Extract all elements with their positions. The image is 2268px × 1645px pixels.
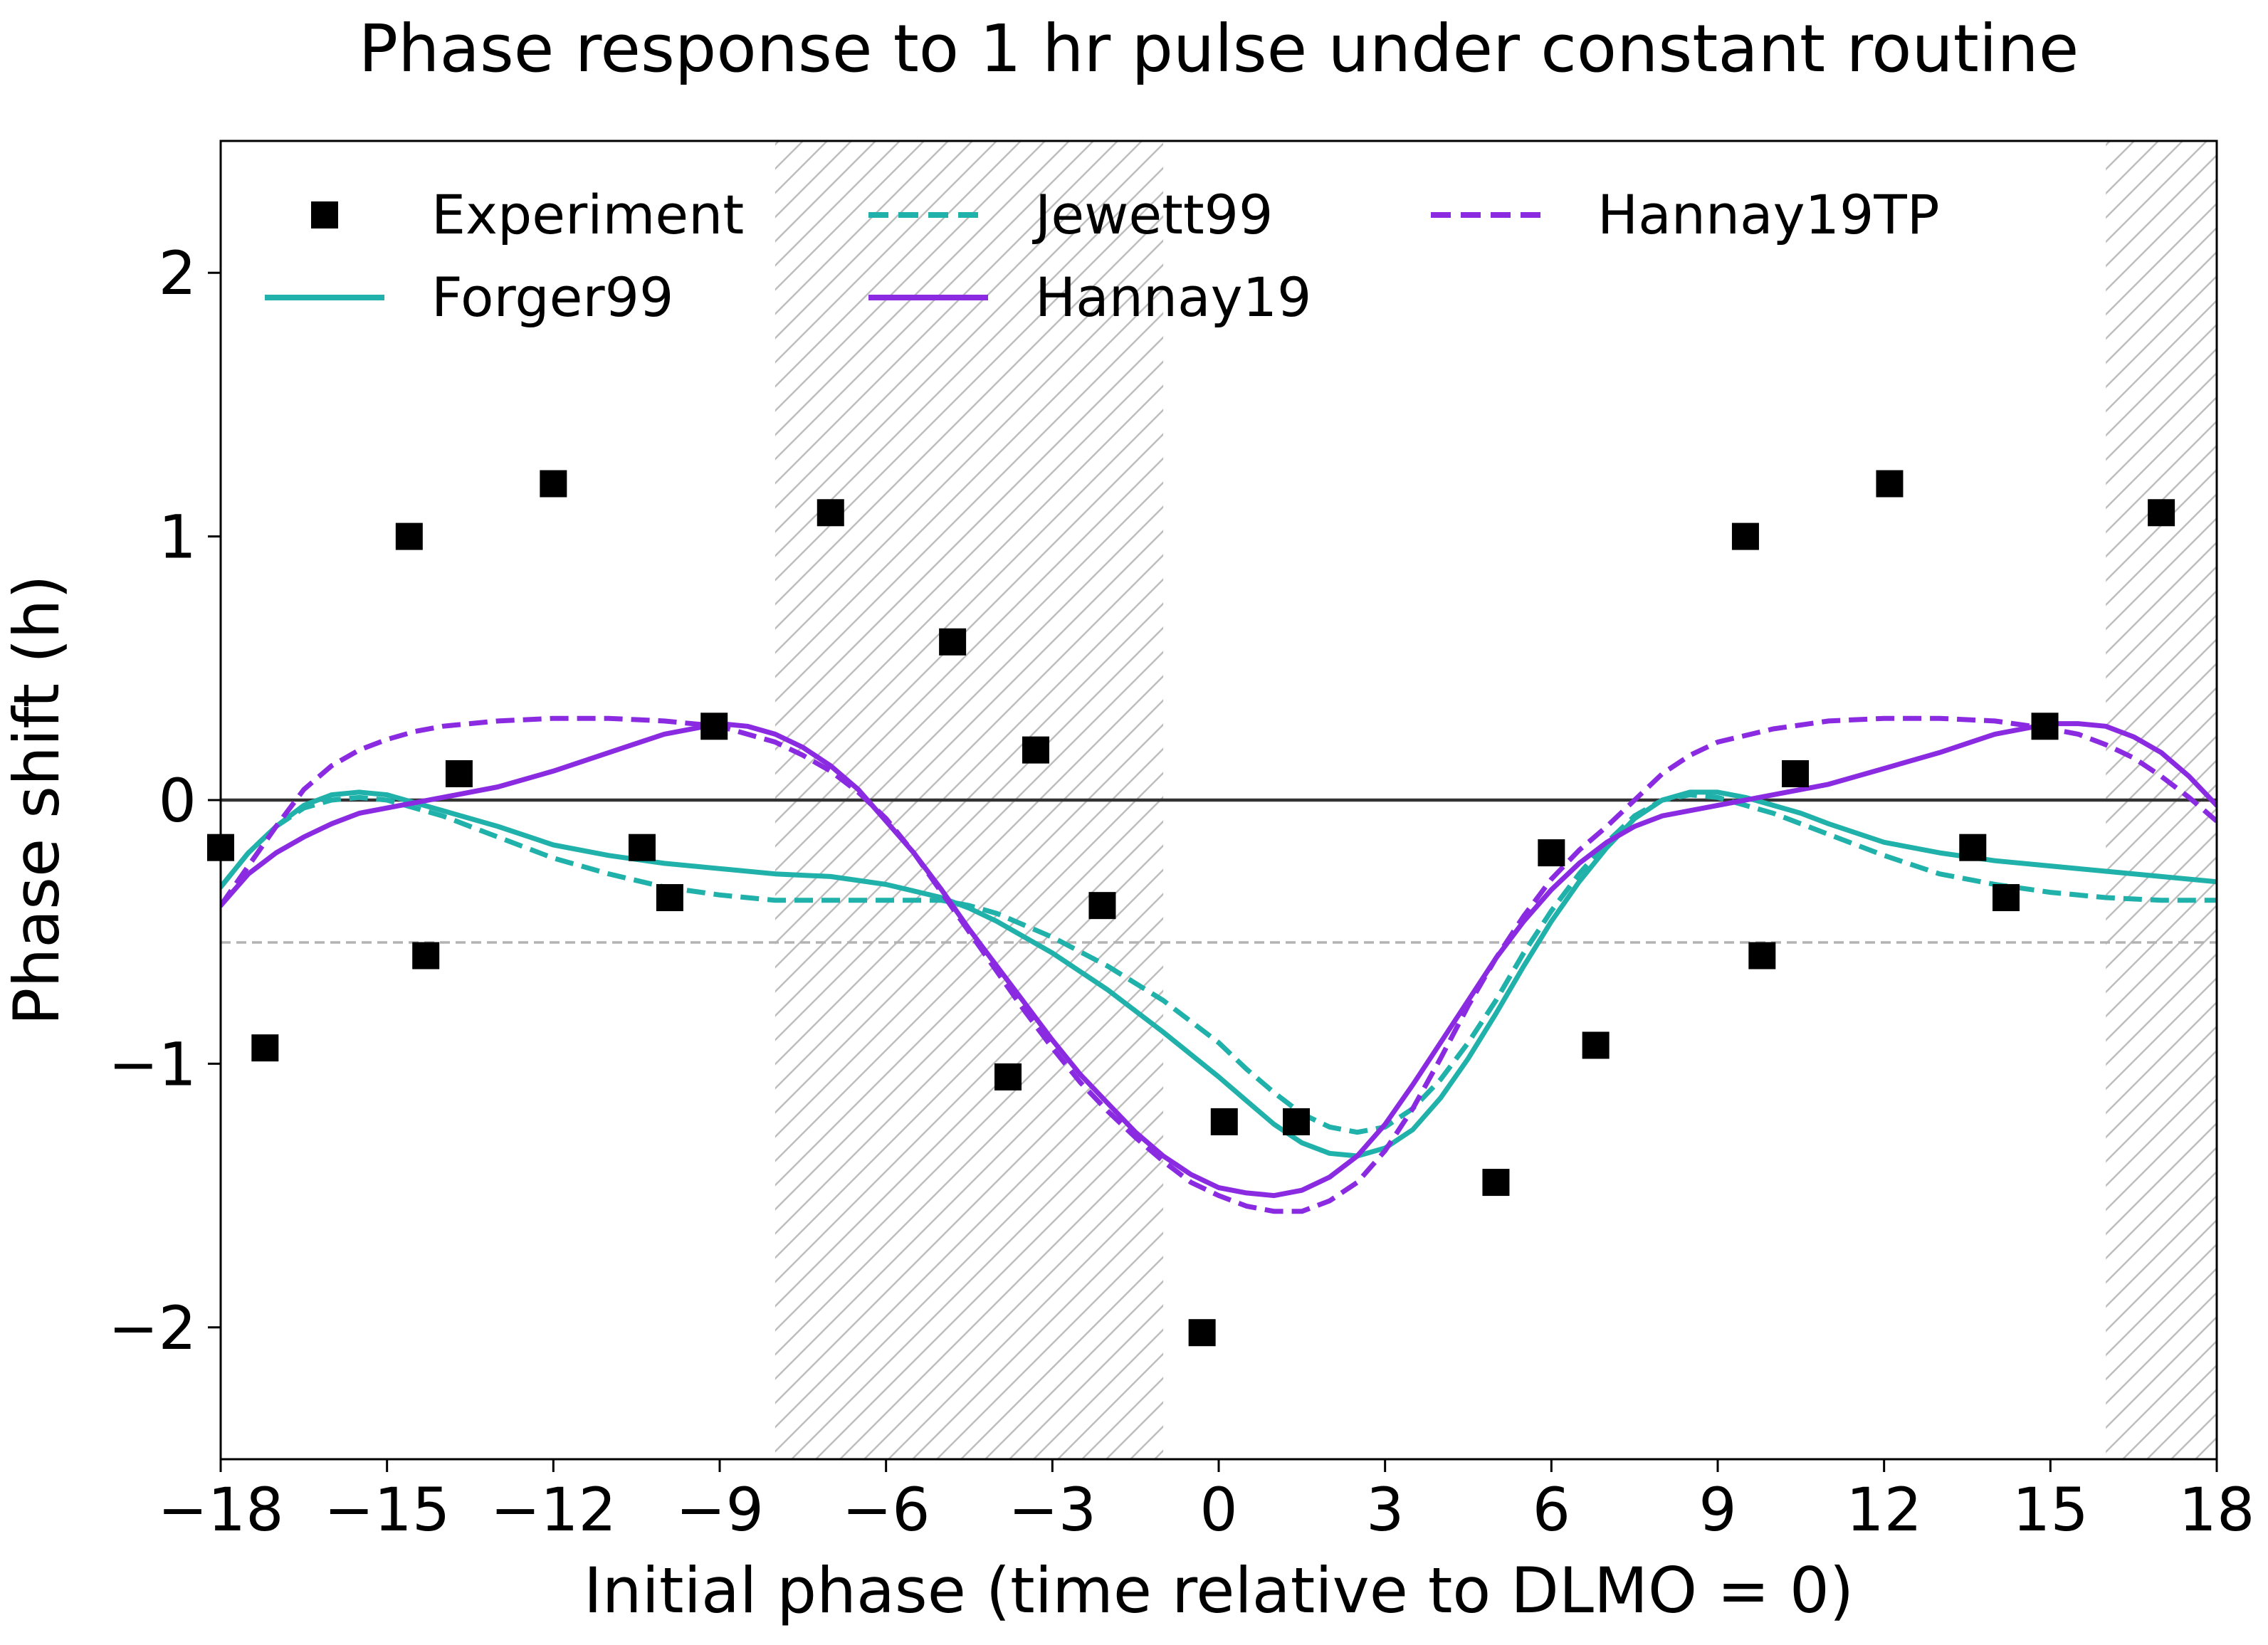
series-line-hannay19 — [221, 721, 2217, 1199]
experiment-point — [395, 522, 423, 550]
experiment-point — [1959, 834, 1987, 861]
experiment-point — [1283, 1108, 1311, 1135]
x-axis-ticks: −18 −15 −12 −9 −6 −3 0 3 6 9 12 15 18 — [157, 1459, 2254, 1545]
x-axis-label: Initial phase (time relative to DLMO = 0… — [584, 1554, 1854, 1627]
legend-item-hannay19tp: Hannay19TP — [1431, 183, 1940, 246]
experiment-point — [628, 834, 656, 861]
experiment-point — [1482, 1169, 1510, 1197]
y-tick-label: 0 — [159, 766, 196, 836]
experiment-point — [1993, 884, 2020, 912]
x-tick-label: 0 — [1199, 1475, 1237, 1545]
experiment-point — [1538, 839, 1565, 867]
experiment-point — [939, 628, 967, 656]
x-tick-label: 18 — [2179, 1475, 2255, 1545]
experiment-point — [2148, 499, 2175, 527]
experiment-point — [1088, 892, 1116, 920]
experiment-point — [1876, 470, 1904, 498]
experiment-point — [994, 1063, 1022, 1090]
experiment-point — [1782, 760, 1810, 787]
experiment-point — [1022, 736, 1049, 764]
experiment-point — [1748, 942, 1776, 969]
y-tick-label: −1 — [108, 1029, 196, 1099]
experiment-points — [207, 470, 2175, 1347]
series-line-jewett99 — [221, 792, 2217, 1135]
y-axis-ticks: −2 −1 0 1 2 — [108, 238, 221, 1363]
legend-label: Hannay19TP — [1597, 183, 1940, 246]
x-tick-label: 3 — [1366, 1475, 1404, 1545]
experiment-point — [700, 713, 728, 740]
experiment-point — [251, 1034, 279, 1062]
experiment-point — [656, 884, 683, 912]
series-line-forger99 — [221, 789, 2217, 1159]
chart-title: Phase response to 1 hr pulse under const… — [359, 11, 2079, 87]
legend-label: Hannay19 — [1035, 266, 1311, 329]
y-tick-label: −2 — [108, 1293, 196, 1363]
experiment-point — [540, 470, 567, 498]
reference-lines — [221, 798, 2217, 944]
x-tick-label: −12 — [490, 1475, 616, 1545]
x-tick-label: 12 — [1846, 1475, 1922, 1545]
legend-item-hannay19: Hannay19 — [868, 266, 1311, 329]
experiment-point — [817, 499, 844, 527]
experiment-point — [412, 942, 440, 969]
x-tick-label: 15 — [2012, 1475, 2089, 1545]
legend-item-jewett99: Jewett99 — [868, 183, 1273, 246]
legend-item-experiment: Experiment — [311, 183, 744, 246]
y-axis-label: Phase shift (h) — [0, 574, 73, 1025]
x-tick-label: 9 — [1699, 1475, 1736, 1545]
x-tick-label: −3 — [1008, 1475, 1096, 1545]
experiment-point — [1188, 1319, 1216, 1347]
x-tick-label: −6 — [842, 1475, 930, 1545]
experiment-point — [445, 760, 473, 787]
x-tick-label: 6 — [1533, 1475, 1570, 1545]
legend-label: Jewett99 — [1032, 183, 1273, 246]
x-tick-label: −9 — [676, 1475, 764, 1545]
experiment-point — [2031, 713, 2059, 740]
legend: Experiment Forger99 Jewett99 Hannay19 Hannay… — [265, 183, 1940, 329]
experiment-point — [1210, 1108, 1238, 1135]
legend-item-forger99: Forger99 — [265, 266, 673, 329]
experiment-point — [1731, 522, 1759, 550]
legend-label: Experiment — [431, 183, 744, 246]
x-tick-label: −18 — [157, 1475, 283, 1545]
data-series — [221, 715, 2217, 1214]
legend-swatch — [311, 201, 338, 228]
legend-label: Forger99 — [431, 266, 673, 329]
y-tick-label: 2 — [159, 238, 196, 308]
experiment-point — [1582, 1031, 1610, 1059]
y-tick-label: 1 — [159, 503, 196, 572]
series-line-hannay19tp — [221, 715, 2217, 1214]
x-tick-label: −15 — [324, 1475, 450, 1545]
